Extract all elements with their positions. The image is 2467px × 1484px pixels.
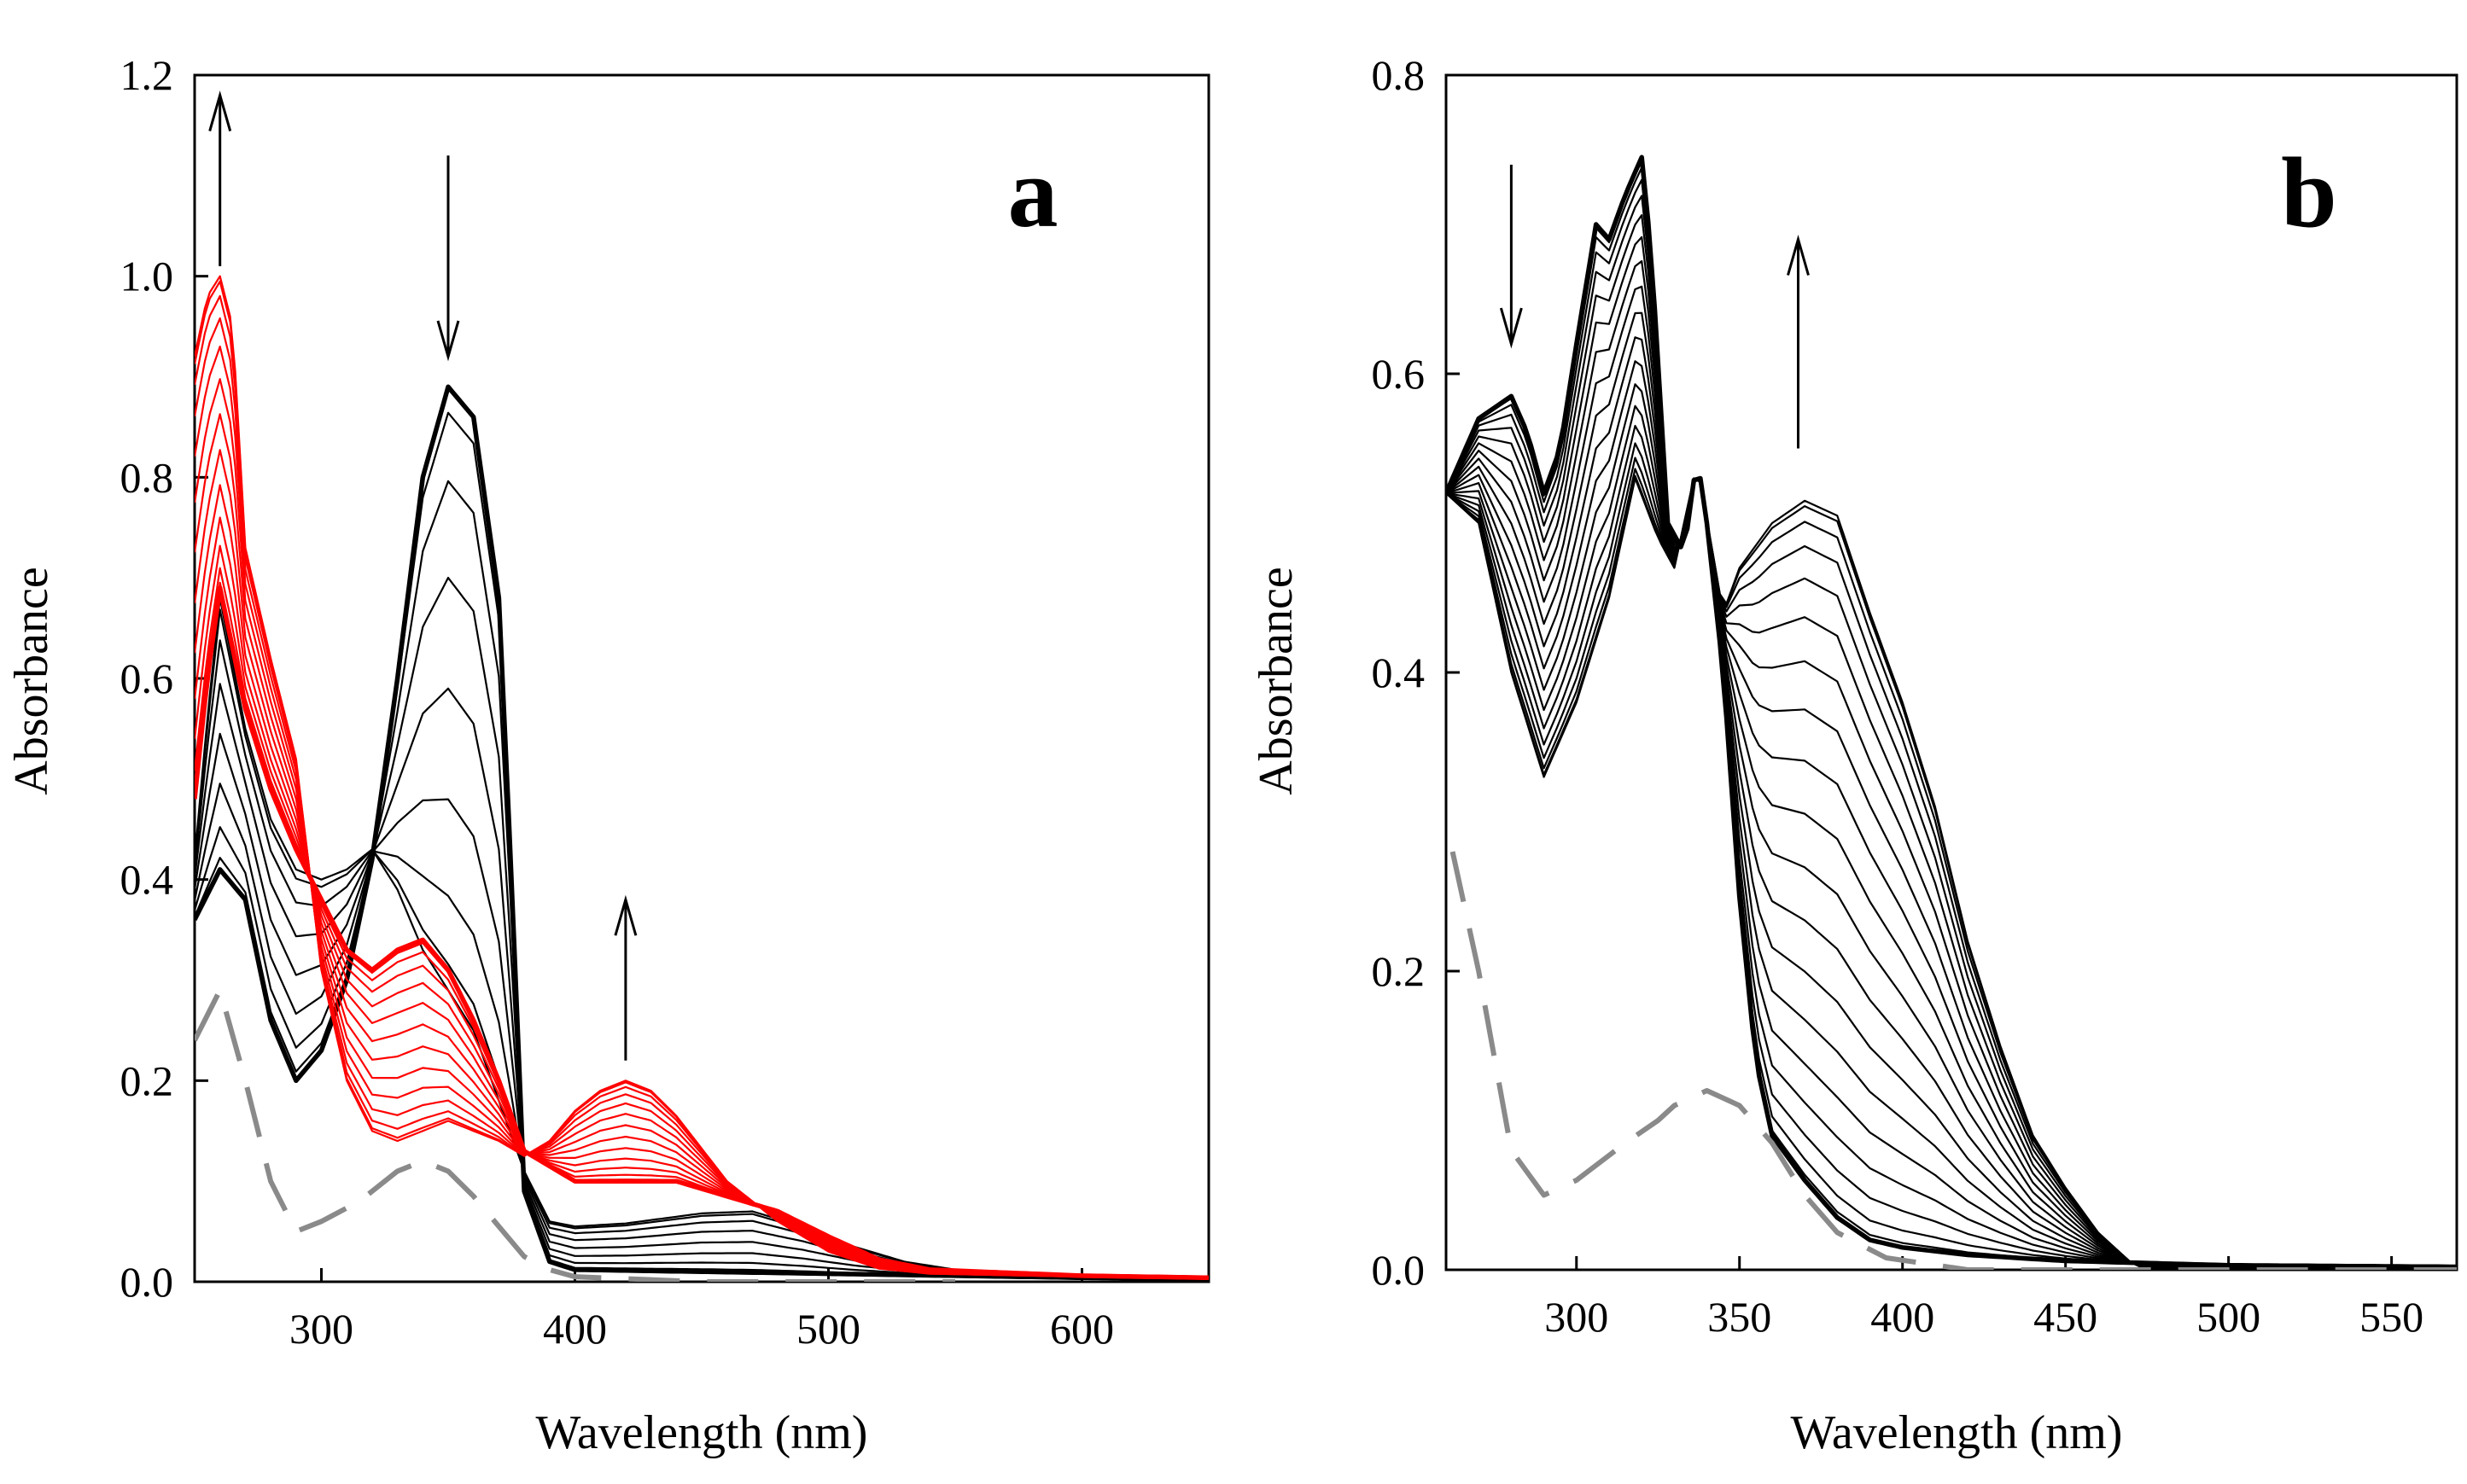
panel-b-ytick-label: 0.2 [1372,947,1426,995]
panel-a-ylabel: Absorbance [5,567,58,794]
panel-b-xtick-label: 550 [2359,1293,2423,1341]
panel-b-arrow-head [1499,307,1523,349]
panel-b-black-spectrum-17 [1446,457,2457,1270]
panel-b-xtick-label: 300 [1544,1293,1608,1341]
panel-a-red-spectrum-1 [195,585,1209,1281]
panel-b-arrow-down-icon [1499,165,1523,349]
panel-b-black-spectrum-16 [1446,442,2457,1270]
panel-a-arrow-head [614,894,638,936]
panel-b-black-spectrum-14 [1446,404,2457,1270]
panel-b-black-spectrum-4 [1446,178,2457,1268]
panel-b-chart: Absorbance Wavelength (nm) b 300 350 400 45… [1250,51,2458,1459]
panel-a-ytick-label: 0.6 [120,655,174,702]
panel-b-black-spectrum-3 [1446,166,2457,1268]
panel-a-black-spectrum-1 [195,384,1209,1282]
panel-a-ytick-label: 1.0 [120,253,174,300]
panel-b-xtick-label: 400 [1870,1293,1934,1341]
panel-b-dashed-spectrum [1449,851,2457,1270]
panel-b-black-spectrum-2 [1446,159,2457,1268]
panel-a-red-spectrum-14 [195,275,1209,1280]
panel-a-arrow-up-icon [614,894,638,1061]
panel-a-chart: Absorbance Wavelength (nm) a 300 400 500 60… [5,51,1210,1459]
panel-a-red-spectrum-2 [195,581,1209,1279]
panel-a-plot-area [195,275,1209,1282]
panel-a-red-spectrum-4 [195,544,1209,1279]
panel-a-red-spectrum-6 [195,484,1209,1279]
panel-b-black-spectrum-20 [1446,477,2457,1270]
panel-a-dashed-spectrum [195,987,955,1282]
panel-a-ytick-label: 0.4 [120,856,174,904]
panel-b-black-spectrum-8 [1446,259,2457,1269]
panel-b-black-spectrum-12 [1446,360,2457,1270]
panel-b-ytick-label: 0.0 [1372,1246,1426,1294]
panel-b-xlabel: Wavelength (nm) [1791,1406,2123,1459]
panel-a-plot-frame [193,73,1210,1283]
panel-a-xtick-label: 600 [1050,1305,1114,1353]
panel-a-arrow-head [208,90,232,131]
panel-b-xtick-label: 450 [2033,1293,2097,1341]
panel-a-black-spectrum-4 [195,576,1209,1280]
panel-a-xtick-label: 500 [796,1305,860,1353]
panel-a-xtick-label: 400 [543,1305,607,1353]
panel-a-ytick-label: 0.8 [120,453,174,501]
panel-a-red-spectrum-5 [195,516,1209,1279]
panel-a-arrow-down-icon [436,155,460,362]
panel-b-ytick-label: 0.8 [1372,51,1426,99]
panel-b-black-spectrum-7 [1446,236,2457,1269]
panel-a-xtick-label: 300 [289,1305,353,1353]
panel-a-red-spectrum-9 [195,378,1209,1280]
panel-b-black-spectrum-9 [1446,285,2457,1269]
panel-b-arrow-head [1787,235,1810,276]
panel-a-label: a [1008,137,1059,248]
panel-a-black-spectrum-3 [195,480,1209,1280]
panel-b-black-spectrum-1 [1446,154,2457,1270]
panel-b-xtick-label: 500 [2196,1293,2260,1341]
panel-a-ytick-label: 0.0 [120,1258,174,1306]
panel-b-ytick-label: 0.6 [1372,350,1426,398]
panel-b-label: b [2281,137,2337,248]
panel-b-arrow-up-icon [1787,235,1810,449]
panel-b-black-spectrum-10 [1446,311,2457,1270]
panel-a-ytick-label: 1.2 [120,51,174,99]
panel-a-xlabel: Wavelength (nm) [536,1406,868,1459]
panel-b-ytick-label: 0.4 [1372,649,1426,696]
panel-b-black-spectrum-15 [1446,424,2457,1270]
panel-a-ytick-label: 0.2 [120,1056,174,1104]
panel-a-red-spectrum-12 [195,294,1209,1280]
panel-b-plot-area [1446,154,2457,1270]
panel-a-red-spectrum-10 [195,346,1209,1280]
panel-a-red-spectrum-13 [195,280,1209,1280]
panel-a-arrow-head [436,320,460,362]
panel-a-red-spectrum-11 [195,317,1209,1280]
panel-b-xtick-label: 350 [1707,1293,1771,1341]
panel-a-arrow-up-icon [208,90,232,266]
panel-b-ylabel: Absorbance [1250,567,1303,794]
